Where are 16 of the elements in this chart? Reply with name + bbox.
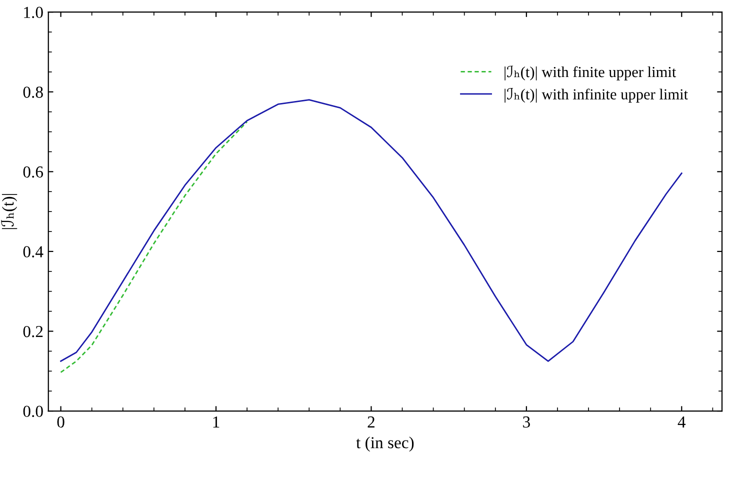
x-tick-label: 2	[368, 416, 374, 428]
y-tick-label: 0.0	[23, 406, 43, 418]
legend-label: |ℐₕ(t)| with finite upper limit	[504, 66, 676, 80]
x-tick-label: 0	[57, 416, 64, 428]
x-tick-label: 3	[523, 416, 530, 428]
line-series	[60, 121, 248, 374]
x-tick-label: 4	[678, 416, 686, 428]
y-tick-label: 0.4	[23, 246, 44, 258]
y-axis-title: |ℐₕ(t)|	[1, 194, 18, 230]
y-tick-label: 0.8	[23, 86, 43, 98]
y-tick-label: 0.6	[23, 166, 44, 178]
x-tick-label: 1	[213, 416, 220, 428]
y-tick-label: 1.0	[24, 6, 43, 18]
y-tick-label: 0.2	[23, 326, 43, 338]
x-axis-title: t (in sec)	[356, 436, 414, 452]
legend-label: |ℐₕ(t)| with infinite upper limit	[504, 88, 688, 103]
